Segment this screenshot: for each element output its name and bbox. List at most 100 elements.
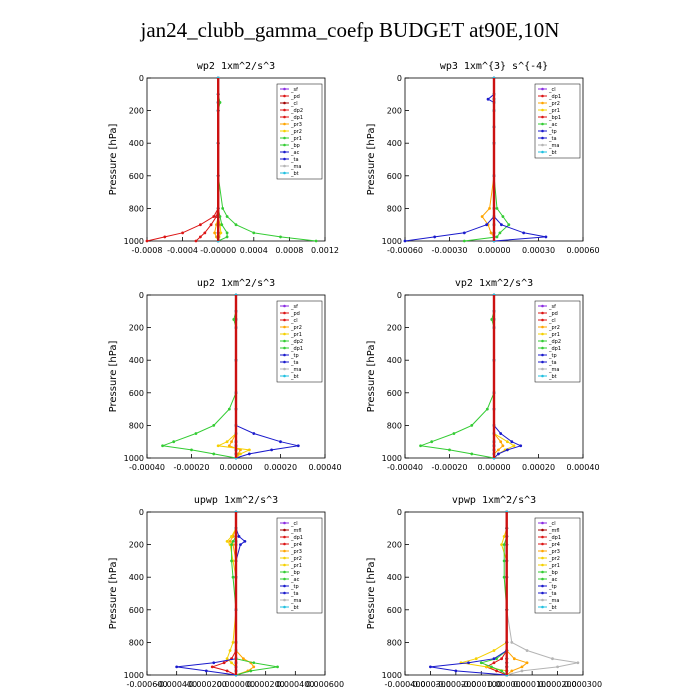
legend-label: _pr3 (548, 549, 560, 555)
data-point (213, 231, 217, 235)
legend-marker (283, 542, 286, 546)
data-point (454, 669, 458, 673)
data-point (225, 539, 229, 543)
data-point (507, 223, 511, 227)
y-tick-label: 200 (387, 324, 402, 333)
y-tick-label: 600 (129, 389, 144, 398)
legend-label: _pr3 (290, 122, 302, 128)
data-point (204, 669, 208, 673)
x-tick-label: -0.00020 (432, 463, 468, 472)
data-point (199, 223, 202, 227)
legend-label: _ma (290, 367, 301, 373)
data-point (194, 239, 198, 243)
data-point (225, 440, 229, 444)
legend-marker (541, 374, 544, 378)
data-point (230, 559, 233, 563)
legend-label: _cl (290, 521, 298, 527)
panel-3: up2 1xm^2/s^3 Pressure [hPa] 0 200 400 600 800… (108, 278, 342, 472)
legend-marker (283, 605, 286, 609)
data-point (522, 231, 526, 235)
panel-title: up2 1xm^2/s^3 (197, 278, 275, 289)
panel-5: upwp 1xm^2/s^3 Pressure [hPa] 0 200 400 600 80… (108, 495, 344, 689)
y-tick-label: 600 (387, 172, 402, 181)
legend-label: _pr1 (548, 332, 560, 338)
data-point (403, 239, 407, 243)
legend-label: _pr1 (548, 563, 560, 569)
x-tick-label: 0.00030 (522, 246, 555, 255)
y-tick-label: 1000 (382, 671, 402, 680)
data-point (314, 239, 318, 243)
x-tick-label: 0.000300 (564, 680, 602, 689)
legend-label: _pr2 (548, 556, 560, 562)
legend-marker (541, 332, 544, 336)
legend-marker (283, 346, 286, 350)
data-point (576, 661, 580, 665)
legend-marker (541, 325, 544, 329)
legend-marker (541, 598, 544, 602)
data-point (462, 231, 466, 235)
data-point (270, 448, 273, 452)
data-point (551, 657, 554, 661)
legend-label: _cl (290, 101, 298, 107)
data-point (462, 239, 466, 243)
y-tick-label: 800 (129, 638, 144, 647)
legend-label: _cl (290, 318, 298, 324)
legend-label: _pr4 (548, 542, 560, 548)
legend-label: _pr2 (548, 101, 560, 107)
legend-marker (541, 584, 544, 588)
data-point (556, 665, 559, 669)
legend-marker (541, 311, 544, 315)
data-point (172, 440, 176, 444)
legend-label: _dp1 (548, 94, 561, 100)
data-point (225, 235, 229, 239)
data-point (474, 657, 478, 661)
plot-frame (146, 77, 326, 242)
data-point (242, 657, 245, 661)
y-tick-label: 200 (129, 324, 144, 333)
data-point (502, 535, 506, 538)
data-point (489, 231, 493, 235)
series-line-pr2 (460, 512, 508, 675)
data-point (479, 661, 483, 665)
x-tick-label: 0.0008 (275, 246, 303, 255)
legend-marker (541, 591, 544, 595)
legend-label: _pr2 (290, 325, 302, 331)
legend-marker (283, 101, 286, 105)
x-tick-label: 0.0012 (311, 246, 339, 255)
data-point (525, 649, 529, 652)
data-point (500, 543, 504, 546)
data-point (510, 669, 514, 673)
data-point (492, 657, 496, 661)
legend-marker (283, 339, 286, 343)
data-point (228, 649, 232, 652)
data-point (448, 448, 451, 452)
legend-label: _pr1 (290, 563, 302, 569)
series-line-dp2 (162, 295, 237, 459)
y-tick-label: 200 (387, 541, 402, 550)
legend-marker (541, 605, 544, 609)
data-point (230, 440, 233, 444)
data-point (498, 231, 502, 235)
legend-label: _mfl (290, 528, 302, 534)
legend-label: _ta (290, 360, 299, 366)
y-axis-label: Pressure [hPa] (366, 341, 377, 413)
x-tick-label: 0.000000 (488, 680, 526, 689)
data-point (502, 559, 506, 563)
data-point (492, 649, 496, 652)
legend-label: _pr4 (290, 542, 302, 548)
data-point (510, 641, 514, 644)
x-tick-label: -0.0008 (132, 246, 163, 255)
legend-marker (541, 535, 544, 539)
y-tick-label: 0 (139, 74, 144, 83)
legend-label: _ac (290, 150, 300, 156)
legend-label: _ta (290, 157, 299, 163)
y-tick-label: 800 (387, 638, 402, 647)
legend-marker (283, 528, 286, 532)
data-point (161, 444, 164, 448)
legend-marker (283, 171, 286, 175)
data-point (212, 424, 216, 427)
legend-label: _ac (548, 122, 558, 128)
data-point (219, 231, 223, 235)
x-tick-label: -0.00040 (129, 463, 165, 472)
